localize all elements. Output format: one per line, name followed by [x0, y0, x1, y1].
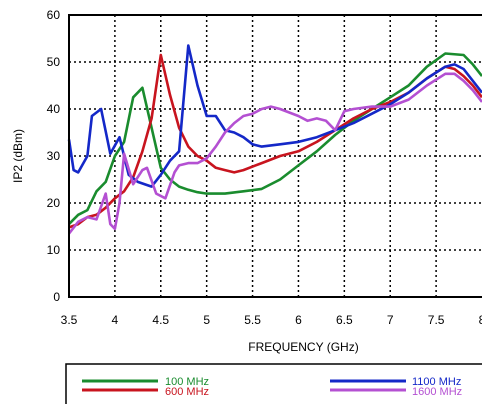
y-tick-label: 30 — [47, 149, 61, 163]
legend-label-1100mhz: 1100 MHz — [412, 376, 461, 388]
y-tick-label: 40 — [47, 102, 61, 116]
series-line-1600mhz — [67, 72, 482, 235]
x-tick-label: 6.5 — [336, 313, 353, 327]
x-tick-label: 5.5 — [244, 313, 261, 327]
series-line-100mhz — [68, 52, 482, 226]
y-tick-label: 20 — [47, 196, 61, 210]
series-lines — [67, 44, 482, 235]
legend: 100 MHz 600 MHz 1100 MHz 1600 MHz — [65, 363, 482, 404]
x-tick-label: 3.5 — [61, 313, 78, 327]
x-tick-label: 8 — [479, 313, 482, 327]
x-tick-label: 6 — [295, 313, 302, 327]
legend-box — [65, 363, 482, 404]
legend-label-100mhz: 100 MHz — [165, 376, 209, 388]
grid-lines — [69, 15, 482, 297]
plot-frame — [68, 14, 482, 298]
x-axis-label: FREQUENCY (GHz) — [248, 340, 358, 354]
x-tick-label: 4.5 — [152, 313, 169, 327]
x-tick-label: 4 — [112, 313, 119, 327]
x-tick-label: 5 — [203, 313, 210, 327]
y-axis-label: IP2 (dBm) — [11, 129, 25, 183]
series-line-600mhz — [68, 53, 482, 229]
legend-label-1600mhz: 1600 MHz — [412, 386, 462, 398]
y-tick-label: 60 — [47, 8, 61, 22]
x-tick-label: 7.5 — [428, 313, 445, 327]
x-tick-label: 7 — [387, 313, 394, 327]
legend-label-600mhz: 600 MHz — [165, 386, 209, 398]
y-tick-label: 50 — [47, 55, 61, 69]
y-tick-label: 10 — [47, 243, 61, 257]
series-line-1100mhz — [67, 44, 482, 188]
tick-labels: 3.5 4 4.5 5 5.5 6 6.5 7 7.5 8 0 10 20 30 40 50 60 — [47, 8, 482, 327]
y-tick-label: 0 — [53, 290, 60, 304]
